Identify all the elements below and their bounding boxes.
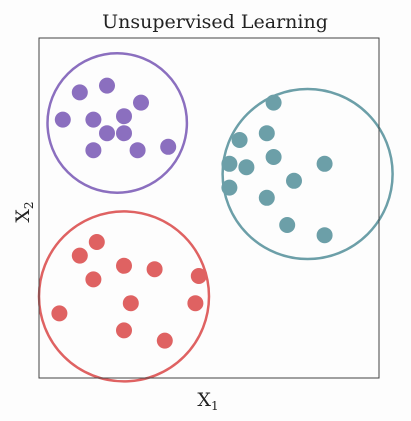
data-point-red-10 [116, 322, 132, 339]
data-point-teal-2 [258, 125, 275, 142]
data-point-purple-6 [116, 108, 132, 125]
data-point-red-7 [122, 295, 139, 312]
data-point-purple-10 [85, 142, 102, 159]
cluster-boundary-purple [46, 52, 189, 194]
x-axis-label: X1 [197, 389, 218, 413]
data-point-purple-3 [133, 94, 149, 111]
data-point-teal-12 [316, 227, 333, 244]
data-point-teal-5 [221, 155, 238, 172]
data-point-purple-9 [160, 138, 177, 155]
chart-title: Unsupervised Learning [102, 11, 328, 33]
data-point-red-3 [116, 257, 132, 274]
data-point-red-2 [71, 247, 88, 264]
data-point-teal-7 [316, 155, 333, 172]
cluster-boundary-teal [221, 87, 394, 261]
y-axis-label: X2 [12, 201, 36, 222]
data-point-purple-5 [85, 111, 102, 128]
data-point-red-5 [85, 271, 102, 288]
data-point-red-4 [146, 261, 163, 278]
data-point-red-6 [190, 268, 207, 284]
data-point-teal-6 [238, 159, 255, 176]
cluster-boundary-red [37, 210, 211, 383]
data-point-teal-11 [279, 217, 296, 233]
plot-frame [38, 37, 380, 379]
data-point-purple-7 [99, 125, 115, 142]
data-point-red-8 [187, 295, 204, 312]
data-point-purple-4 [54, 111, 71, 128]
data-point-red-9 [51, 305, 68, 322]
data-point-red-1 [88, 234, 105, 250]
data-point-teal-4 [265, 149, 282, 165]
data-point-teal-8 [286, 172, 302, 189]
data-point-teal-9 [221, 179, 238, 196]
data-point-teal-3 [231, 132, 248, 148]
data-point-red-11 [156, 332, 173, 349]
plot-area [37, 52, 394, 383]
data-point-teal-10 [258, 189, 275, 206]
data-point-purple-1 [71, 84, 88, 101]
data-point-purple-11 [129, 142, 146, 159]
data-point-purple-8 [116, 125, 132, 142]
data-point-purple-2 [99, 77, 115, 94]
data-point-teal-1 [265, 94, 282, 111]
